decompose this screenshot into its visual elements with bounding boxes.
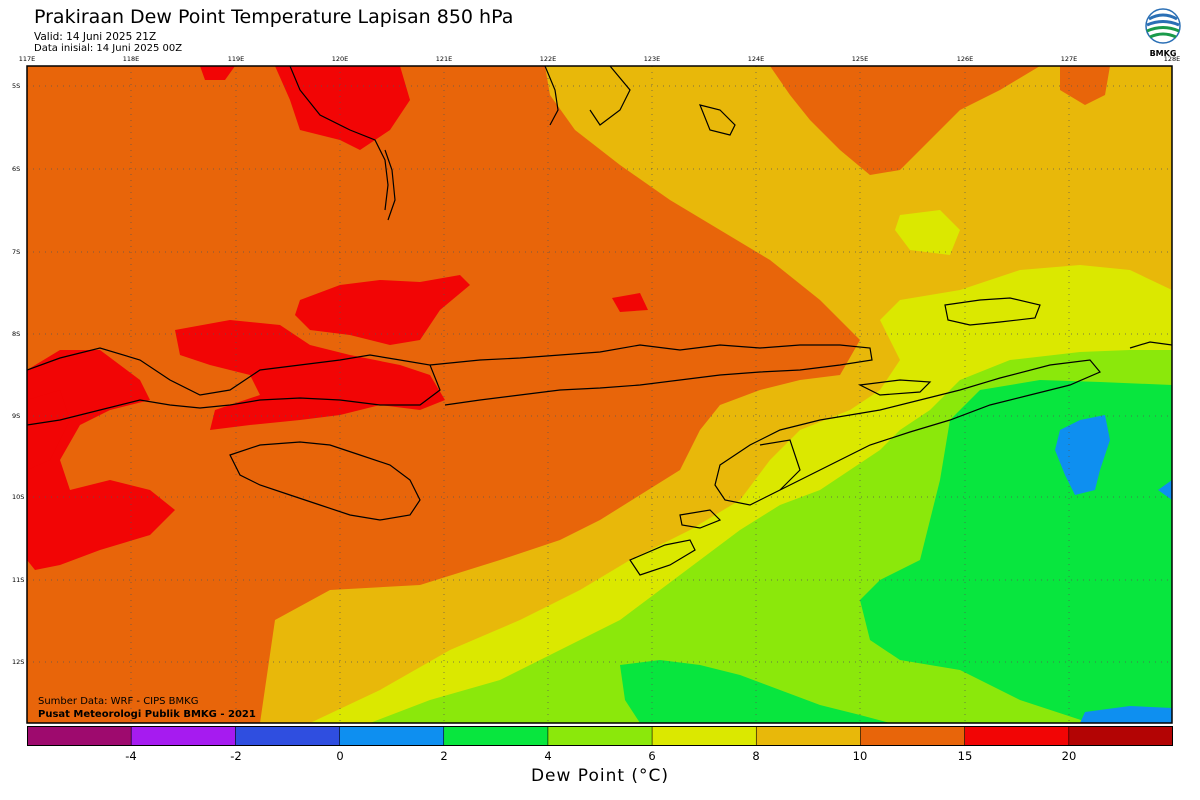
lon-label: 119E — [227, 55, 245, 63]
bmkg-logo: BMKG — [1141, 6, 1185, 58]
colorbar-tick: -4 — [125, 749, 137, 763]
coast-flores — [429, 344, 873, 406]
colorbar-tick: -2 — [230, 749, 242, 763]
colorbar-segment — [443, 726, 549, 746]
colorbar-segment — [27, 726, 132, 746]
lon-label: 125E — [851, 55, 869, 63]
source-credit: Sumber Data: WRF - CIPS BMKG — [38, 696, 199, 707]
lat-label: 6S — [12, 165, 21, 173]
colorbar-segment — [339, 726, 445, 746]
colorbar-title: Dew Point (°C) — [530, 766, 670, 786]
valid-time: Valid: 14 Juni 2025 21Z — [34, 31, 157, 43]
map-frame — [26, 65, 1173, 724]
lat-label: 9S — [12, 412, 21, 420]
coast-misc-n — [589, 66, 631, 126]
coast-buton — [544, 66, 559, 126]
lon-label: 123E — [643, 55, 661, 63]
coast-sawu — [629, 539, 696, 576]
field-6-8-north — [895, 210, 960, 255]
colorbar-tick: 20 — [1061, 749, 1077, 763]
bmkg-logo-icon — [1145, 8, 1181, 44]
lat-label: 5S — [12, 82, 21, 90]
lat-label: 7S — [12, 248, 21, 256]
colorbar-frame — [27, 726, 1173, 746]
field-0-2-south — [1080, 706, 1172, 723]
coast-wetar — [944, 297, 1041, 326]
field-15-20-nw — [200, 66, 235, 80]
lon-label: 121E — [435, 55, 453, 63]
colorbar-segment — [130, 726, 237, 746]
colorbar-segment — [755, 726, 862, 746]
map-title: Prakiraan Dew Point Temperature Lapisan … — [34, 6, 514, 28]
coast-alor — [857, 379, 932, 396]
lat-label: 8S — [12, 330, 21, 338]
field-15-20-small — [612, 293, 648, 312]
coast-sulawesi-south — [289, 66, 389, 211]
colorbar-segment — [860, 726, 966, 746]
colorbar-tick: 8 — [752, 749, 760, 763]
init-time: Data inisial: 14 Juni 2025 00Z — [34, 43, 183, 54]
colorbar-segment — [547, 726, 653, 746]
coastlines — [27, 66, 1172, 576]
field-15-20-west2 — [27, 390, 70, 470]
lon-label: 127E — [1060, 55, 1078, 63]
lon-label: 122E — [539, 55, 557, 63]
coast-selayar — [384, 149, 396, 221]
coast-sumba — [229, 441, 421, 521]
lat-label: 10S — [12, 493, 25, 501]
colorbar-segment — [651, 726, 758, 746]
field-10-15-ne2 — [1060, 66, 1110, 105]
publisher-credit: Pusat Meteorologi Publik BMKG - 2021 — [38, 709, 256, 720]
graticule — [27, 66, 1172, 723]
colorbar-tick: 0 — [336, 749, 344, 763]
lon-label: 124E — [747, 55, 765, 63]
colorbar-tick: 15 — [957, 749, 973, 763]
field-15-20-center — [295, 275, 470, 345]
colorbar-tick: 2 — [440, 749, 448, 763]
lon-label: 118E — [122, 55, 140, 63]
lon-label: 126E — [956, 55, 974, 63]
field-0-2-edge — [1158, 480, 1172, 500]
coast-sumbawa-lombok — [27, 347, 441, 426]
field-15-20-north — [275, 66, 410, 150]
colorbar-tick: 4 — [544, 749, 552, 763]
lat-label: 12S — [12, 658, 25, 666]
colorbar-segment — [964, 726, 1070, 746]
field-2-4-south — [620, 660, 890, 723]
coast-rote — [679, 509, 722, 529]
lon-label: 128E — [1163, 55, 1181, 63]
lon-label: 120E — [331, 55, 349, 63]
colorbar-tick: 6 — [648, 749, 656, 763]
lat-label: 11S — [12, 576, 25, 584]
colorbar-segment — [235, 726, 341, 746]
colorbar-segment — [1068, 726, 1173, 746]
coast-islands-ne — [699, 104, 736, 136]
lon-label: 117E — [18, 55, 36, 63]
coast-timor-inner — [759, 439, 801, 491]
colorbar — [27, 726, 1173, 746]
bmkg-logo-text: BMKG — [1149, 49, 1177, 58]
coast-tanimbar — [1129, 341, 1172, 349]
dew-point-map — [26, 65, 1173, 724]
field-10-15-ne — [770, 66, 1040, 175]
colorbar-tick: 10 — [852, 749, 868, 763]
